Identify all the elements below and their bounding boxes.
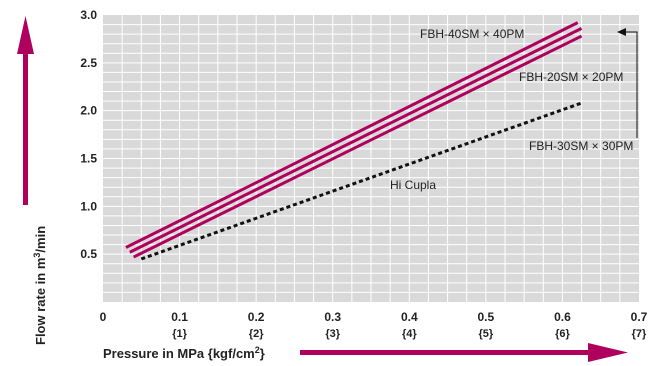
x-tick-label: 0.2 [248,310,265,324]
x-tick-label: 0.3 [324,310,341,324]
y-tick-label: 2.5 [80,56,97,70]
x-axis-label: Pressure in MPa {kgf/cm2} [103,345,265,361]
x-tick-label-secondary: {2} [249,328,264,340]
x-tick-label-secondary: {6} [555,328,570,340]
x-tick-label-secondary: {4} [402,328,417,340]
x-axis-arrow [300,343,628,362]
series-line-2 [132,34,583,259]
y-tick-label: 1.0 [80,199,97,213]
x-tick-label-secondary: {7} [632,328,647,340]
series-line-3 [140,101,583,261]
x-tick-label-secondary: {1} [172,328,187,340]
y-axis-arrow [17,16,34,205]
x-tick-label: 0 [100,310,107,324]
x-tick-label-secondary: {3} [325,328,340,340]
y-tick-label: 2.0 [80,104,97,118]
x-tick-label: 0.1 [171,310,188,324]
grid [103,15,639,302]
x-tick-label: 0.7 [631,310,648,324]
x-tick-label: 0.6 [554,310,571,324]
y-tick-label: 1.5 [80,152,97,166]
x-tick-label-secondary: {5} [479,328,494,340]
callout-arrow [617,28,638,138]
series-line-0 [125,21,579,249]
series-label-fbh30: FBH-30SM × 30PM [529,139,633,153]
x-tick-labels: 0 0.1 0.2 0.3 0.4 0.5 0.6 0.7 {1} {2} {3} {4} {5} {6}… [100,310,648,340]
series-line-1 [129,27,583,254]
series-lines [125,21,583,261]
x-tick-label: 0.4 [401,310,418,324]
y-axis-label: Flow rate in m3/min [32,226,48,345]
y-tick-label: 3.0 [80,8,97,22]
y-tick-label: 0.5 [80,247,97,261]
series-label-hicupla: Hi Cupla [390,178,436,192]
series-label-fbh20: FBH-20SM × 20PM [519,70,623,84]
x-tick-label: 0.5 [478,310,495,324]
series-label-fbh40: FBH-40SM × 40PM [420,27,524,41]
y-tick-labels: 0.5 1.0 1.5 2.0 2.5 3.0 [80,8,97,261]
